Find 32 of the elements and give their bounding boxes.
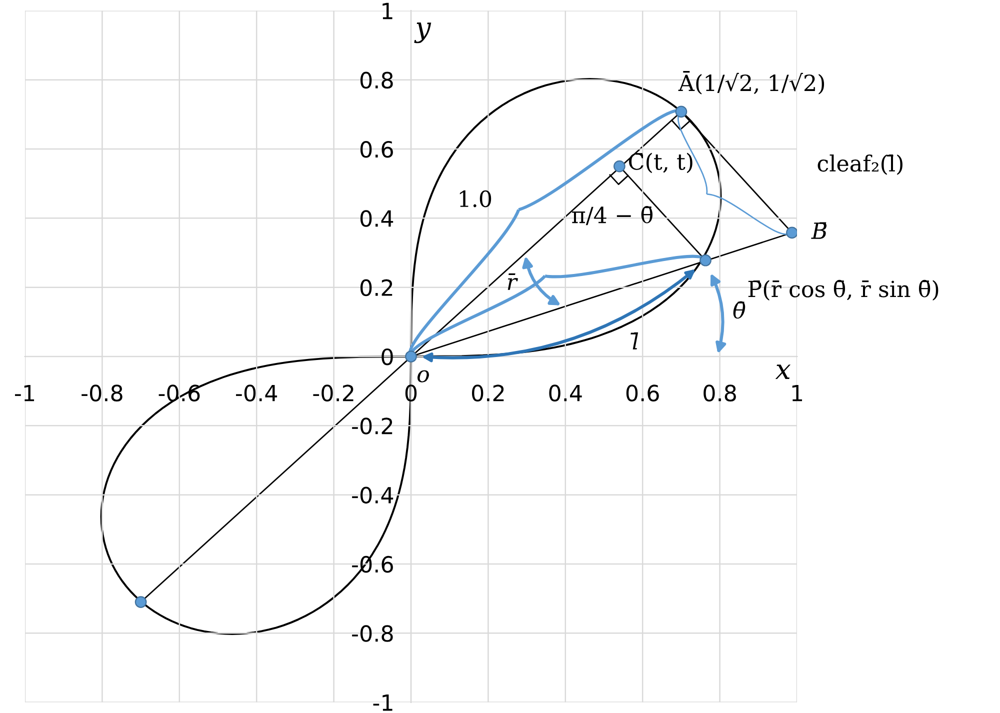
x-tick-label: -0.8 xyxy=(82,384,122,402)
y-tick-label: -0.8 xyxy=(352,625,393,642)
annotation: π/4 − θ̄ xyxy=(572,206,652,226)
annotation: l̄ xyxy=(630,332,638,350)
annotation: 1.0 xyxy=(460,190,492,208)
annotation: r̄ xyxy=(508,273,518,290)
y-tick-label: 0.4 xyxy=(360,210,394,227)
annotation: P̄(r̄ cos θ̄, r̄ sin θ̄) xyxy=(748,280,938,301)
annotation: C̄(t, t) xyxy=(629,152,692,174)
annotation: o xyxy=(418,370,429,382)
x-tick-label: 0.2 xyxy=(472,384,504,402)
x-tick-label: 0.8 xyxy=(704,384,736,402)
y-tick-label: -0.6 xyxy=(352,556,393,573)
annotation: B̄ xyxy=(811,222,826,239)
x-tick-label: -0.2 xyxy=(313,384,354,402)
y-tick-label: -0.2 xyxy=(352,418,392,434)
y-tick-label: 1 xyxy=(382,2,392,20)
y-tick-label: -1 xyxy=(373,694,392,711)
y-tick-label: 0.6 xyxy=(360,140,393,158)
text: cleaf₂(l̄) xyxy=(818,154,902,175)
x-tick-label: -1 xyxy=(15,384,34,402)
y-tick-label: 0.2 xyxy=(360,279,392,296)
y-axis-title: y xyxy=(414,22,432,44)
annotation: Ā(1/√2, 1/√2) xyxy=(678,71,824,94)
x-tick-label: 1 xyxy=(792,384,802,402)
x-tick-label: -0.4 xyxy=(236,384,278,402)
x-tick-label: 0.6 xyxy=(626,384,659,402)
x-tick-label: 0.4 xyxy=(549,384,582,402)
annotation: θ̄ xyxy=(733,301,746,319)
y-tick-label: 0.8 xyxy=(360,72,393,89)
x-axis-title: x xyxy=(775,364,791,379)
y-tick-label: -0.4 xyxy=(352,486,394,504)
